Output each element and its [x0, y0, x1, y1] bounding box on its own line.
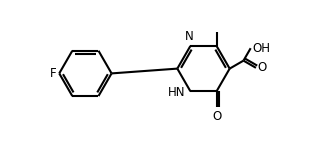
Text: HN: HN — [168, 86, 186, 99]
Text: N: N — [184, 30, 193, 43]
Text: O: O — [212, 110, 221, 123]
Text: OH: OH — [252, 42, 270, 55]
Text: O: O — [258, 61, 267, 74]
Text: F: F — [50, 67, 57, 80]
